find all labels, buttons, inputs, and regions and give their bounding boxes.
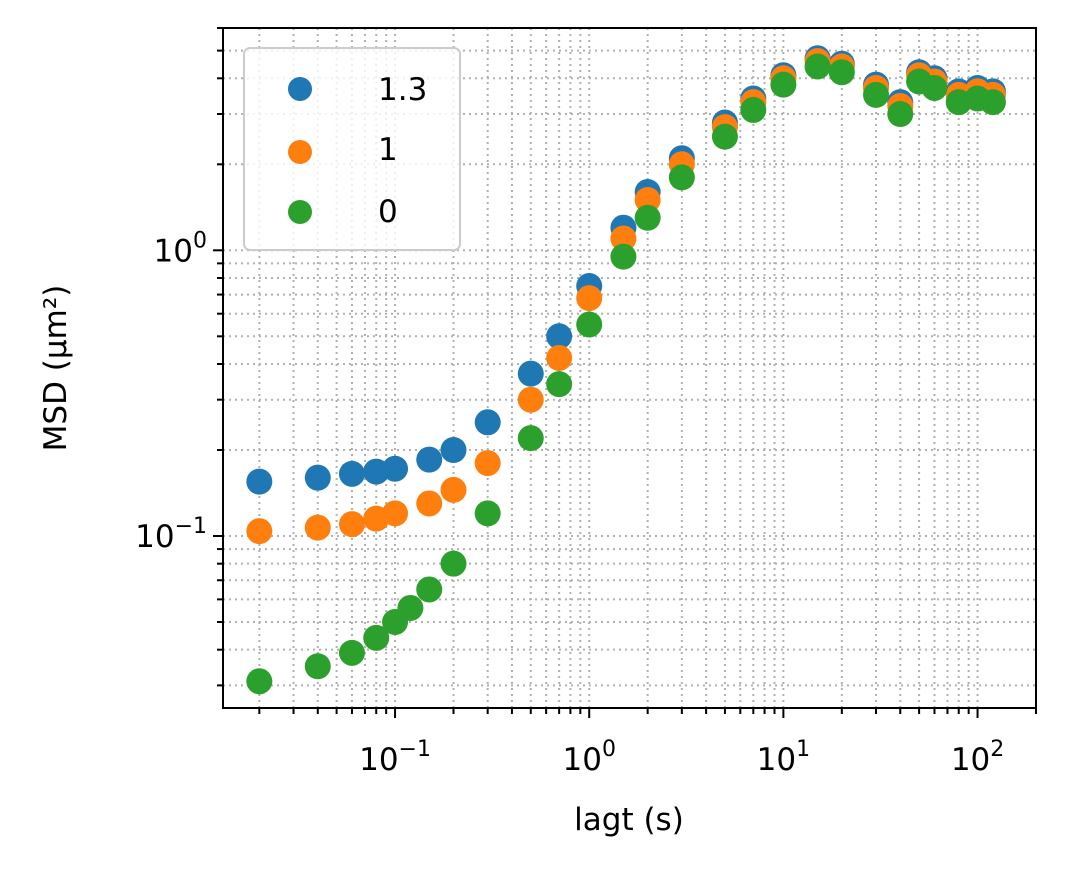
data-point xyxy=(474,450,501,477)
data-series xyxy=(246,45,1006,695)
data-point xyxy=(804,53,831,80)
data-point xyxy=(363,624,390,651)
data-point xyxy=(338,639,365,666)
legend-frame xyxy=(243,47,461,251)
data-point xyxy=(416,576,443,603)
data-point xyxy=(416,490,443,517)
data-point xyxy=(576,285,603,312)
data-point xyxy=(246,518,273,545)
data-point xyxy=(474,409,501,436)
data-point xyxy=(246,468,273,495)
data-point xyxy=(338,460,365,487)
legend-marker-1 xyxy=(288,77,312,101)
data-point xyxy=(474,500,501,527)
legend-label-2: 1 xyxy=(378,132,398,168)
data-point xyxy=(517,360,544,387)
data-point xyxy=(382,455,409,482)
data-point xyxy=(828,59,855,86)
x-tick-label: 100 xyxy=(562,737,615,778)
data-point xyxy=(416,446,443,473)
x-axis-label: lagt (s) xyxy=(574,802,684,838)
data-point xyxy=(517,386,544,413)
data-point xyxy=(887,101,914,128)
series-3 xyxy=(246,53,1006,695)
legend: 1.3 1 0 xyxy=(243,47,461,251)
data-point xyxy=(711,123,738,150)
legend-label-1: 1.3 xyxy=(378,72,427,108)
data-point xyxy=(546,344,573,371)
data-point xyxy=(382,500,409,527)
data-point xyxy=(634,204,661,231)
data-point xyxy=(304,653,331,680)
data-point xyxy=(921,74,948,101)
plot-frame xyxy=(222,27,1037,709)
axis-ticks: 10−1 100 101 102 10−1 100 xyxy=(135,27,1037,778)
data-point xyxy=(246,668,273,695)
data-point xyxy=(740,96,767,123)
data-point xyxy=(440,436,467,463)
data-point xyxy=(668,164,695,191)
data-point xyxy=(863,81,890,108)
data-point xyxy=(440,476,467,503)
data-point xyxy=(440,550,467,577)
data-point xyxy=(610,225,637,252)
x-tick-label: 102 xyxy=(951,737,1004,778)
y-tick-label: 100 xyxy=(154,228,207,269)
data-point xyxy=(338,511,365,538)
data-point xyxy=(546,371,573,398)
data-point xyxy=(576,311,603,338)
data-point xyxy=(517,425,544,452)
x-tick-label: 101 xyxy=(757,737,810,778)
data-point xyxy=(304,514,331,541)
y-tick-label: 10−1 xyxy=(135,514,207,555)
legend-label-3: 0 xyxy=(378,194,398,230)
data-point xyxy=(979,89,1006,116)
legend-marker-3 xyxy=(288,200,312,224)
data-point xyxy=(770,71,797,98)
x-tick-label: 10−1 xyxy=(359,737,431,778)
data-point xyxy=(397,594,424,621)
y-axis-label: MSD (μm²) xyxy=(38,285,74,452)
data-point xyxy=(304,464,331,491)
legend-marker-2 xyxy=(288,140,312,164)
data-point xyxy=(610,243,637,270)
data-point xyxy=(546,323,573,350)
